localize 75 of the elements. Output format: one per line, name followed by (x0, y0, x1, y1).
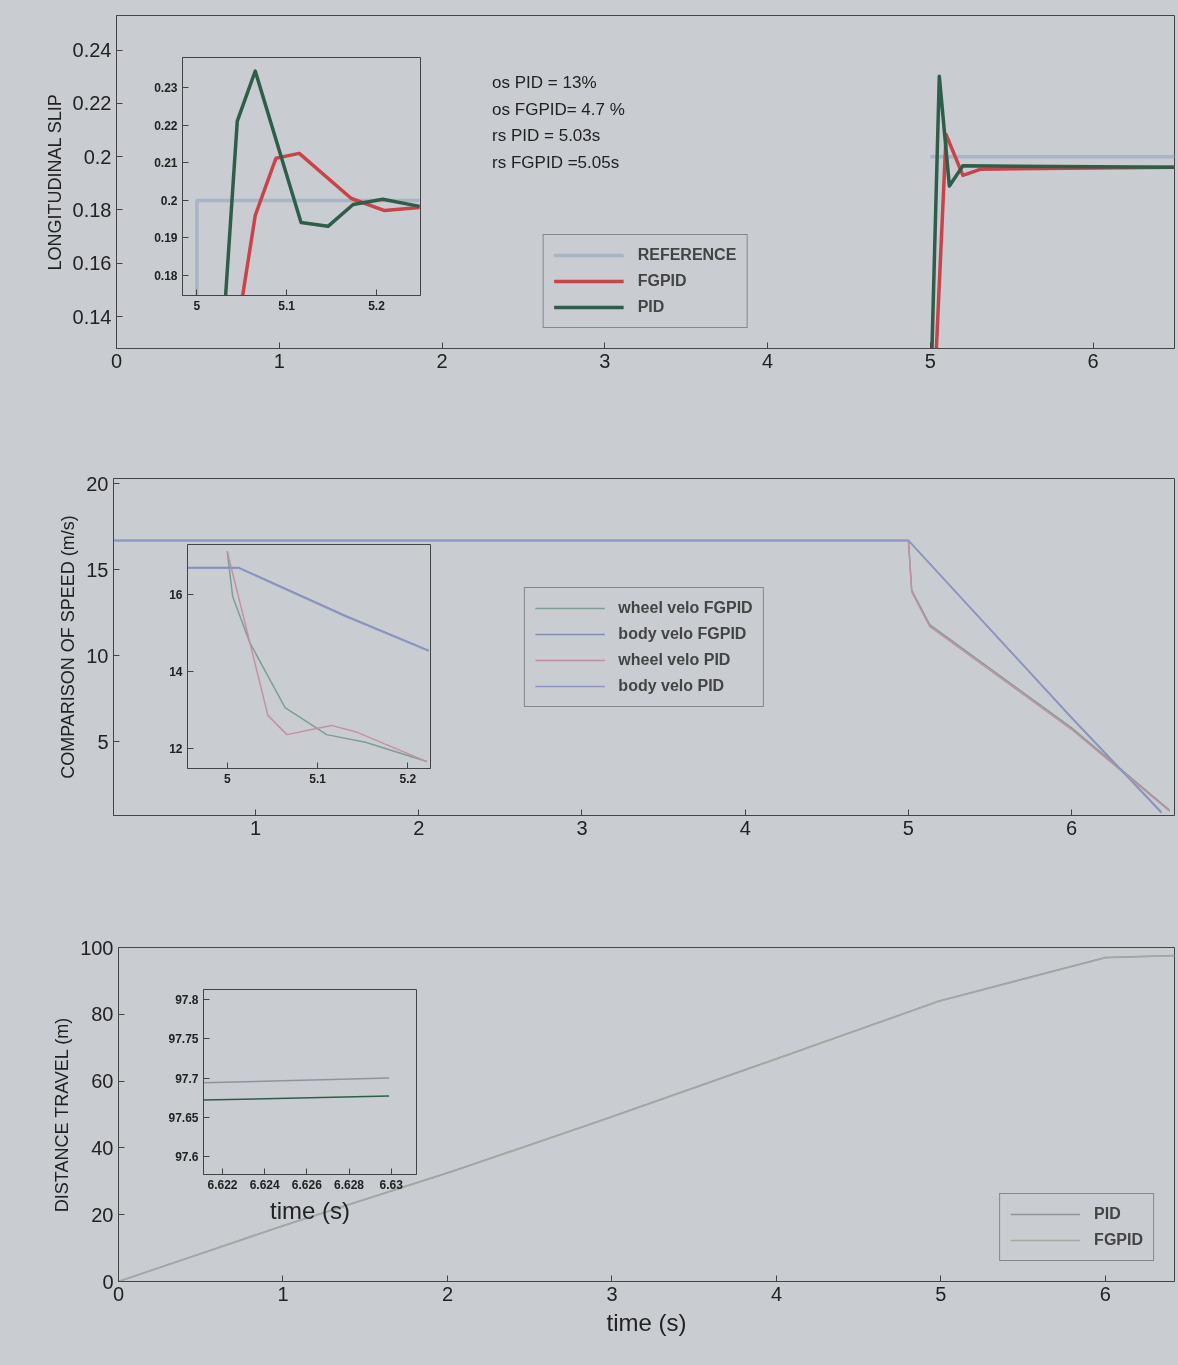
x-tick-label: 5 (924, 349, 936, 372)
x-tick-label: 6.63 (379, 1177, 404, 1192)
y-tick-label: 40 (91, 1136, 114, 1159)
y-tick-label: 80 (91, 1003, 114, 1026)
y-tick-label: 16 (169, 588, 183, 603)
x-tick-label: 6.622 (207, 1177, 238, 1192)
legend-label: body velo FGPID (618, 624, 747, 643)
y-axis-title: COMPARISON OF SPEED (m/s) (58, 515, 79, 779)
x-tick-label: 6 (1087, 349, 1099, 372)
y-tick-label: 0.14 (72, 305, 112, 328)
y-tick-label: 12 (169, 741, 183, 756)
y-tick-label: 0.18 (72, 198, 112, 221)
legend-label: FGPID (1094, 1231, 1143, 1249)
annotation: os FGPID= 4.7 % (492, 99, 625, 119)
x-tick-label: 3 (576, 816, 588, 839)
x-tick-label: 5 (902, 816, 914, 839)
y-tick-label: 60 (91, 1070, 114, 1093)
x-tick-label: 3 (599, 349, 611, 372)
x-tick-label: 2 (413, 816, 425, 839)
y-tick-label: 14 (169, 665, 183, 680)
x-tick-label: 6.624 (249, 1177, 280, 1192)
y-tick-label: 0.19 (154, 231, 178, 246)
y-tick-label: 97.6 (175, 1149, 199, 1164)
legend-label: REFERENCE (637, 246, 737, 264)
y-tick-label: 97.7 (175, 1071, 199, 1086)
x-tick-label: 2 (436, 349, 448, 372)
x-tick-label: 5.2 (399, 771, 417, 786)
y-tick-label: 15 (86, 558, 109, 581)
x-tick-label: 5.2 (368, 298, 386, 313)
y-tick-label: 0.2 (160, 193, 178, 208)
x-tick-label: 5.1 (278, 298, 296, 313)
annotation: os PID = 13% (492, 73, 597, 93)
legend-label: FGPID (637, 272, 687, 290)
x-tick-label: 6.628 (334, 1177, 365, 1192)
legend-label: wheel velo FGPID (618, 598, 753, 617)
y-tick-label: 0.2 (83, 145, 112, 168)
x-tick-label: 6 (1099, 1282, 1111, 1305)
legend-label: body velo PID (618, 676, 725, 695)
y-tick-label: 97.65 (168, 1110, 199, 1125)
y-tick-label: 100 (80, 936, 114, 959)
x-tick-label: 1 (273, 349, 285, 372)
y-axis-title: DISTANCE TRAVEL (m) (52, 1017, 73, 1213)
x-tick-label: 5 (935, 1282, 947, 1305)
y-tick-label: 5 (97, 730, 109, 753)
annotation: rs PID = 5.03s (492, 126, 601, 146)
annotation: rs FGPID =5.05s (492, 153, 620, 173)
y-tick-label: 0.16 (72, 252, 112, 275)
legend-label: PID (637, 298, 665, 316)
x-tick-label: 5.1 (309, 771, 327, 786)
legend-label: PID (1094, 1205, 1121, 1223)
x-tick-label: 6 (1066, 816, 1078, 839)
x-tick-label: 1 (277, 1282, 289, 1305)
x-tick-label: 4 (739, 816, 751, 839)
y-tick-label: 0.24 (72, 39, 112, 62)
y-tick-label: 10 (86, 644, 109, 667)
x-tick-label: 3 (606, 1282, 618, 1305)
y-tick-label: 0.22 (72, 92, 112, 115)
x-axis-title: time (s) (606, 1308, 687, 1336)
x-tick-label: 4 (770, 1282, 783, 1305)
y-tick-label: 0.23 (154, 81, 178, 96)
y-tick-label: 97.75 (168, 1032, 199, 1047)
y-tick-label: 20 (86, 472, 109, 495)
y-tick-label: 20 (91, 1203, 114, 1226)
x-tick-label: 1 (249, 816, 262, 839)
y-tick-label: 0.22 (154, 118, 178, 133)
y-tick-label: 0.21 (154, 156, 178, 171)
y-tick-label: 0.18 (154, 269, 178, 284)
legend-label: wheel velo PID (618, 650, 731, 669)
y-axis-title: LONGITUDINAL SLIP (44, 94, 65, 271)
x-tick-label: 6.626 (291, 1177, 323, 1192)
y-tick-label: 97.8 (175, 993, 199, 1008)
x-tick-label: 4 (762, 349, 774, 372)
x-axis-title: time (s) (270, 1196, 350, 1224)
x-tick-label: 2 (441, 1282, 454, 1305)
x-tick-label: 5 (223, 771, 231, 786)
